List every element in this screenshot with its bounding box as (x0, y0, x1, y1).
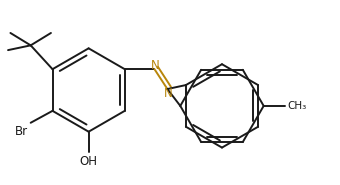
Text: CH₃: CH₃ (288, 101, 307, 111)
Text: OH: OH (80, 154, 98, 168)
Text: N: N (164, 87, 172, 100)
Text: N: N (151, 58, 159, 72)
Text: Br: Br (15, 125, 28, 138)
